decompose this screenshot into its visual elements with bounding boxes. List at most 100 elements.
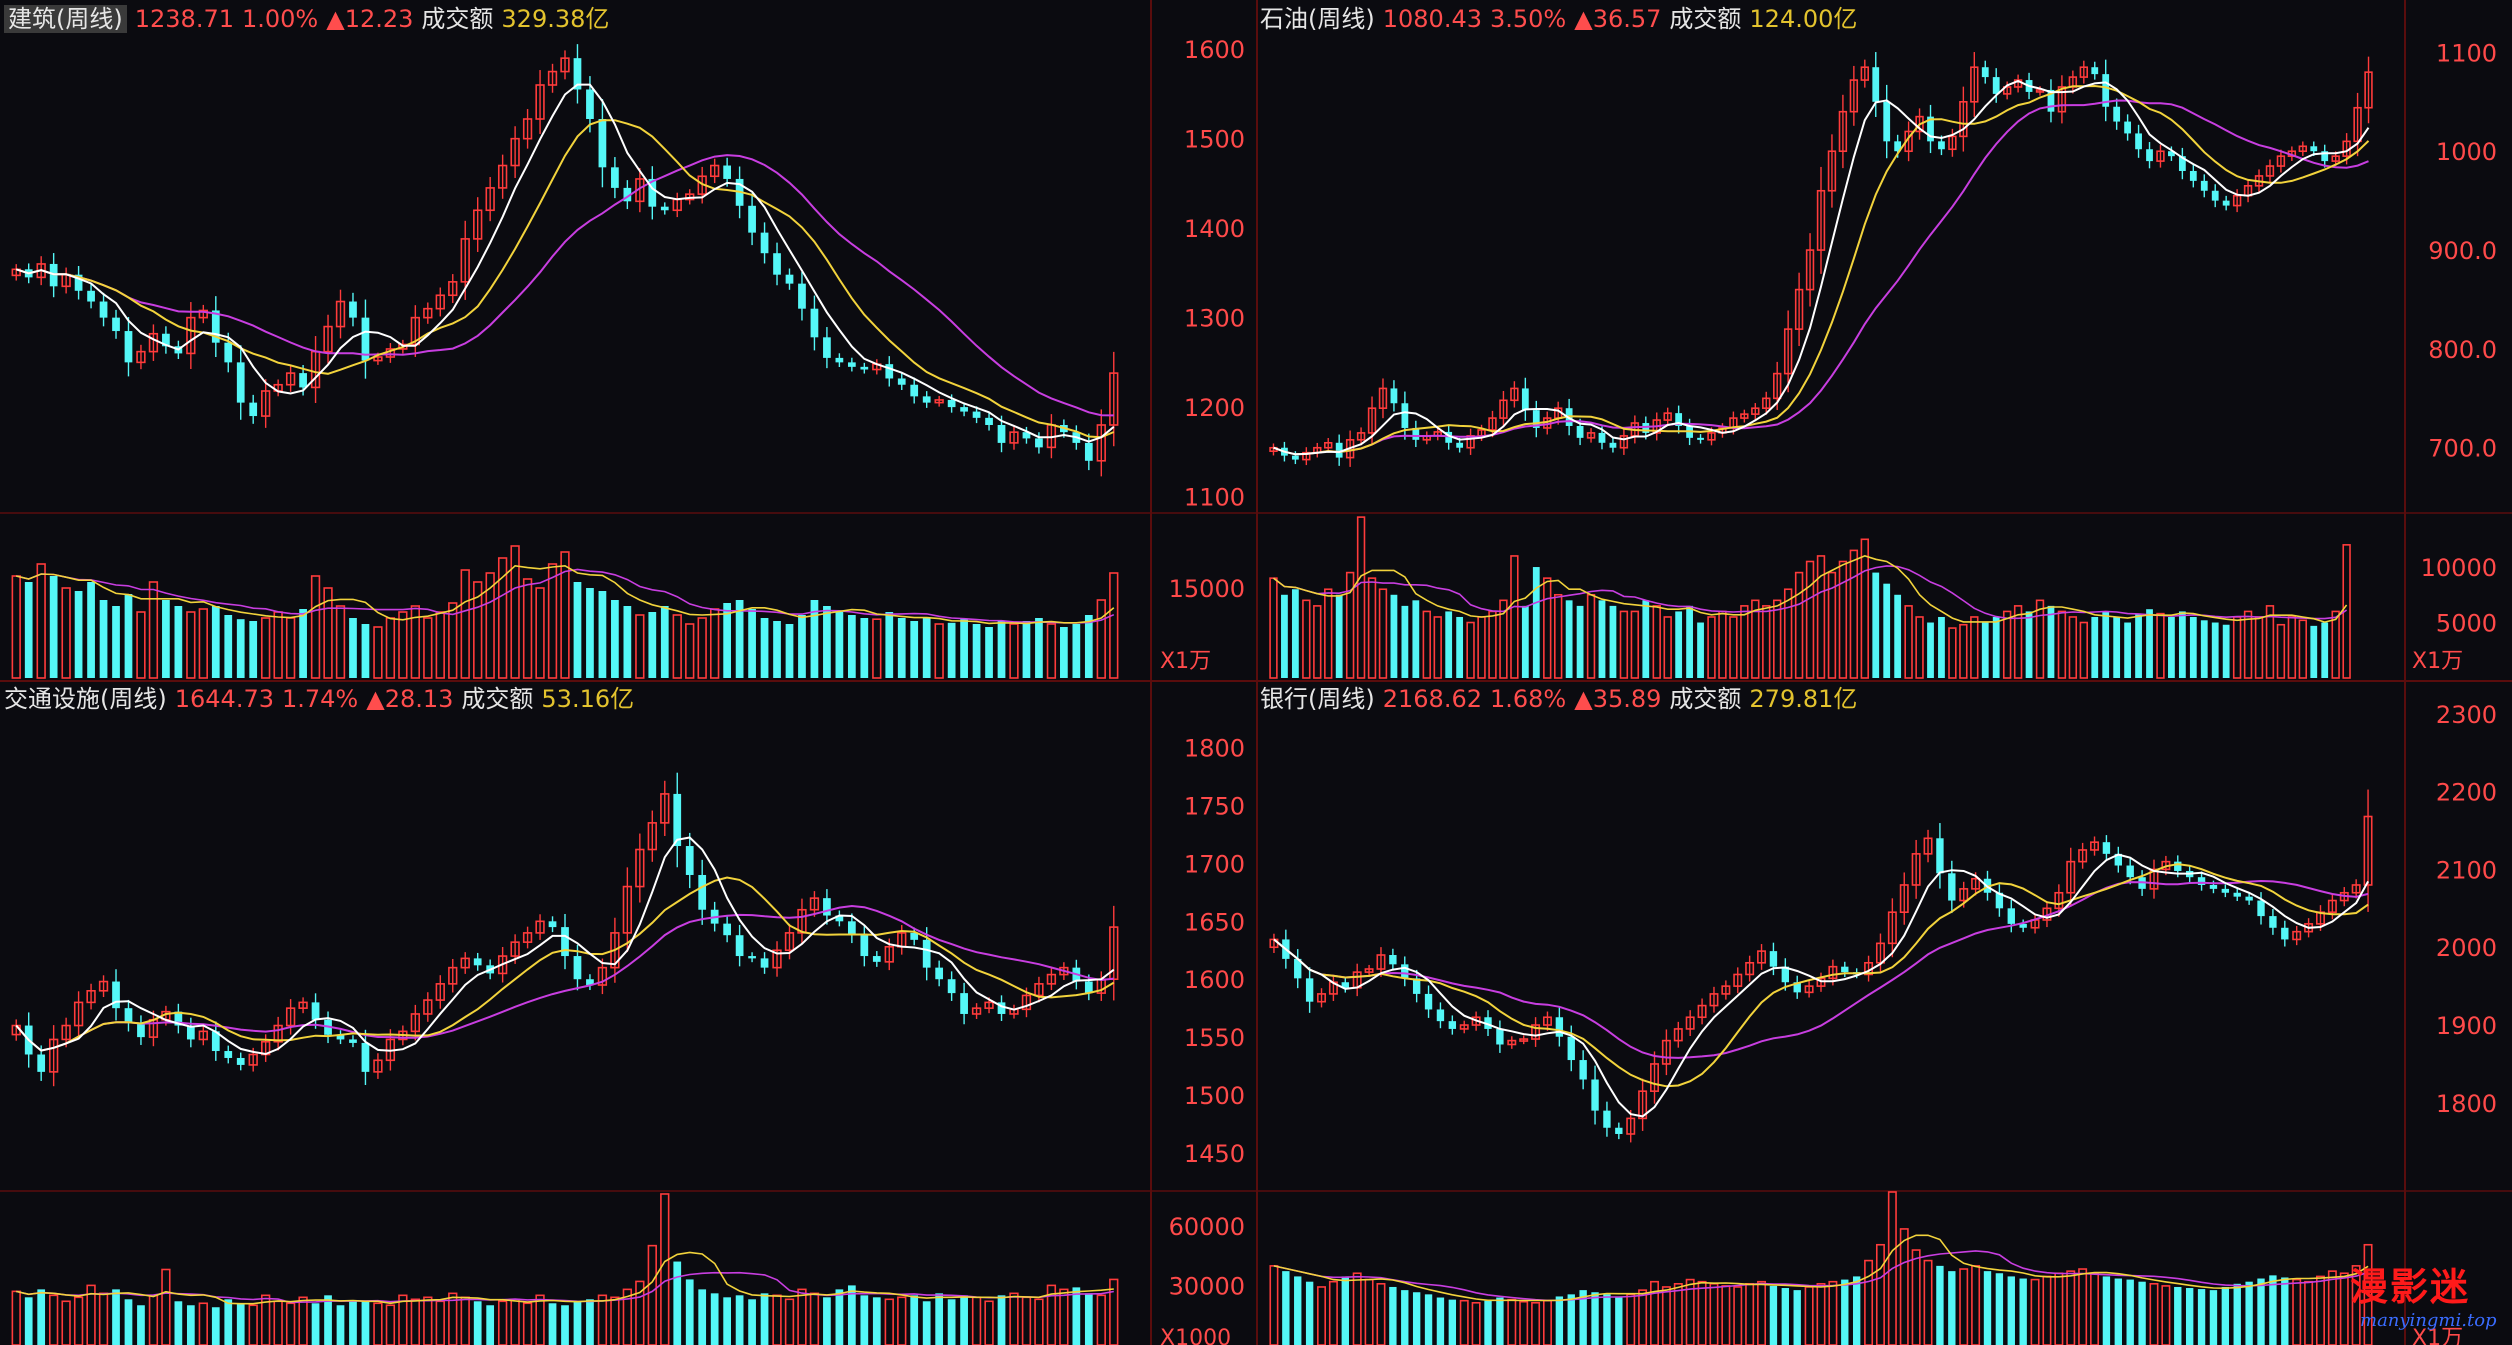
- candle-body: [947, 399, 956, 408]
- volume-bar: [809, 1292, 820, 1345]
- volume-bar: [2054, 1272, 2064, 1345]
- candle-body: [1675, 413, 1683, 426]
- volume-bar: [597, 1294, 608, 1345]
- candle-body: [1459, 1024, 1469, 1030]
- volume-bar: [1615, 1297, 1623, 1345]
- candle-body: [1507, 1039, 1517, 1046]
- pct-change: 3.50%: [1489, 5, 1567, 33]
- panel-title[interactable]: 建筑(周线): [4, 5, 127, 33]
- ma10-line: [15, 119, 1115, 439]
- volume-bar: [1448, 1299, 1457, 1345]
- candle-body: [884, 945, 894, 963]
- volume-ma5-line: [16, 1251, 1114, 1305]
- candle-body: [186, 316, 196, 355]
- candle-body: [2174, 861, 2182, 871]
- candle-body: [2364, 71, 2373, 109]
- volume-bar: [248, 1304, 258, 1345]
- volume-bar: [1484, 1300, 1492, 1345]
- candle-body: [2156, 150, 2165, 162]
- volume-bar: [1970, 616, 1979, 679]
- candle-body: [1021, 994, 1032, 1011]
- candle-body: [510, 941, 520, 957]
- volume-bar: [1899, 1228, 1909, 1345]
- candle-body: [1341, 982, 1349, 988]
- candle-body: [809, 897, 820, 911]
- panel-title[interactable]: 石油(周线): [1260, 5, 1375, 33]
- last-price: 1080.43: [1382, 5, 1482, 33]
- volume-bar: [2002, 610, 2012, 679]
- volume-bar: [211, 606, 220, 678]
- volume-bar: [349, 618, 357, 678]
- watermark-url: manyingmi.top: [2360, 1310, 2497, 1331]
- candle-body: [586, 89, 594, 119]
- volume-bar: [1938, 616, 1945, 678]
- candle-body: [236, 1057, 245, 1065]
- volume-bar: [2066, 1270, 2076, 1345]
- amount-label: 成交额: [1669, 685, 1742, 713]
- volume-bar: [486, 1305, 495, 1345]
- candle-body: [2265, 165, 2275, 177]
- volume-bar: [1661, 1286, 1671, 1345]
- volume-bar: [547, 563, 558, 679]
- candle-body: [473, 958, 482, 966]
- volume-bar: [1757, 1280, 1767, 1345]
- volume-bar: [460, 1296, 470, 1345]
- volume-bar: [1109, 572, 1119, 679]
- volume-bar: [224, 1299, 233, 1345]
- candle-body: [2331, 155, 2340, 162]
- volume-ma10-line: [1273, 565, 2348, 620]
- candle-body: [2209, 884, 2218, 889]
- panel-title[interactable]: 交通设施(周线): [4, 685, 167, 713]
- volume-bar: [1883, 583, 1891, 678]
- candle-body: [673, 793, 682, 847]
- candle-body: [960, 407, 968, 412]
- volume-bar: [1412, 1292, 1421, 1345]
- volume-bar: [2233, 1283, 2241, 1345]
- volume-bar: [2185, 1288, 2194, 1345]
- volume-bar: [960, 619, 968, 678]
- candle-body: [586, 979, 594, 986]
- volume-bar: [137, 1305, 145, 1345]
- volume-bar: [660, 606, 669, 678]
- volume-ma5-line: [16, 564, 1115, 625]
- volume-bar: [2047, 605, 2055, 678]
- candle-body: [535, 84, 545, 120]
- pct-change: 1.68%: [1489, 685, 1567, 713]
- volume-unit-label: X1万: [1160, 649, 1211, 674]
- candle-body: [510, 137, 520, 167]
- volume-bar: [398, 1294, 408, 1345]
- candle-body: [1484, 1017, 1492, 1029]
- candle-body: [37, 1054, 46, 1072]
- volume-bar: [349, 1301, 357, 1345]
- candle-body: [522, 932, 533, 943]
- candle-body: [460, 238, 470, 283]
- amount-value: 53.16亿: [541, 685, 635, 713]
- candle-body: [698, 874, 707, 910]
- volume-bar: [2091, 616, 2099, 678]
- candle-body: [2102, 842, 2111, 854]
- volume-bar: [2197, 1289, 2206, 1345]
- volume-bar: [410, 1298, 421, 1345]
- candle-body: [1084, 442, 1093, 461]
- volume-bar: [473, 1301, 482, 1345]
- volume-bar: [2245, 1281, 2253, 1345]
- volume-bar: [136, 611, 146, 679]
- candle-body: [971, 1007, 982, 1015]
- panel-title[interactable]: 银行(周线): [1260, 685, 1375, 713]
- volume-bar: [2025, 611, 2033, 678]
- volume-bar: [1294, 1276, 1302, 1345]
- volume-bar: [1697, 622, 1704, 678]
- volume-bar: [1841, 1279, 1849, 1345]
- candle-body: [897, 378, 906, 385]
- volume-bar: [1459, 1299, 1469, 1345]
- volume-bar: [24, 582, 33, 678]
- candle-body: [1364, 968, 1374, 973]
- candle-body: [1496, 1028, 1504, 1045]
- volume-bar: [11, 575, 21, 679]
- volume-ma10-line: [16, 568, 1115, 624]
- volume-bar: [124, 1299, 133, 1345]
- price-tick-label: 1900: [2436, 1012, 2497, 1040]
- candle-body: [112, 317, 120, 332]
- volume-bar: [785, 624, 794, 678]
- amount-label: 成交额: [421, 5, 494, 33]
